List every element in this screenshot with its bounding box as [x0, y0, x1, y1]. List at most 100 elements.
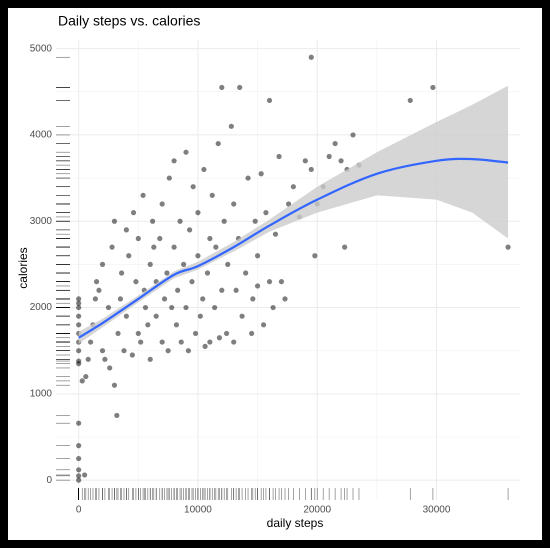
point — [308, 166, 314, 173]
point — [115, 330, 121, 337]
point — [245, 175, 251, 181]
y-axis-title: calories — [16, 247, 30, 288]
point — [260, 322, 267, 328]
point — [175, 287, 181, 293]
point — [92, 296, 98, 302]
point — [266, 279, 273, 285]
point — [164, 270, 170, 276]
point — [282, 296, 288, 302]
point — [76, 473, 82, 479]
point — [140, 192, 146, 198]
point — [142, 304, 149, 311]
point — [109, 244, 115, 250]
point — [197, 313, 203, 319]
point — [123, 227, 129, 233]
point — [117, 296, 124, 302]
point — [99, 261, 106, 267]
point — [76, 455, 82, 462]
point — [219, 287, 225, 293]
point — [114, 412, 120, 419]
point — [231, 201, 237, 207]
point — [326, 153, 332, 160]
point — [76, 296, 82, 302]
point — [209, 192, 215, 198]
point — [87, 339, 94, 345]
point — [239, 313, 245, 319]
confidence-band — [78, 85, 509, 344]
point — [290, 184, 296, 190]
point — [202, 343, 208, 349]
point — [76, 420, 82, 426]
point — [237, 84, 243, 91]
point — [111, 382, 118, 388]
point — [96, 287, 102, 293]
point — [82, 472, 88, 478]
point — [185, 348, 192, 354]
point — [231, 339, 237, 345]
point — [171, 158, 177, 164]
point — [186, 227, 193, 233]
point — [135, 330, 141, 337]
point — [233, 287, 239, 293]
point — [76, 467, 82, 473]
point — [102, 356, 108, 362]
point — [76, 361, 82, 367]
point — [138, 339, 144, 345]
point — [505, 244, 511, 250]
point — [181, 261, 187, 267]
point — [190, 184, 196, 190]
y-tick-label: 3000 — [30, 216, 53, 227]
point — [201, 166, 207, 173]
point — [223, 330, 230, 337]
x-tick-label: 20000 — [303, 505, 331, 516]
point — [215, 140, 221, 147]
point — [76, 348, 82, 354]
point — [407, 97, 413, 104]
point — [249, 330, 255, 337]
background — [8, 8, 542, 540]
point — [178, 339, 184, 345]
point — [93, 279, 100, 285]
point — [173, 322, 180, 328]
point — [121, 348, 127, 354]
point — [254, 283, 261, 289]
point — [76, 477, 82, 483]
point — [119, 270, 125, 276]
point — [166, 175, 172, 181]
point — [216, 335, 223, 341]
point — [263, 210, 269, 216]
point — [150, 218, 156, 224]
point — [342, 244, 348, 250]
y-tick-label: 5000 — [30, 43, 53, 54]
smooth-line — [78, 157, 509, 339]
point — [105, 304, 112, 311]
point — [171, 244, 177, 250]
point — [204, 270, 211, 276]
point — [272, 231, 279, 237]
chart-title: Daily steps vs. calories — [58, 13, 200, 29]
point — [135, 235, 141, 242]
point — [200, 296, 206, 302]
point — [76, 300, 82, 306]
point — [219, 84, 225, 91]
point — [159, 339, 165, 345]
point — [107, 365, 113, 371]
point — [157, 235, 163, 242]
point — [207, 235, 213, 242]
point — [153, 313, 159, 319]
point — [79, 378, 85, 384]
point — [85, 356, 91, 362]
x-axis-title: daily steps — [267, 516, 324, 530]
point — [243, 270, 249, 276]
point — [207, 339, 213, 345]
x-tick-label: 10000 — [184, 505, 212, 516]
point — [258, 171, 264, 177]
point — [276, 153, 282, 160]
point — [111, 218, 118, 224]
point — [76, 443, 82, 449]
point — [308, 54, 314, 60]
point — [312, 253, 318, 259]
point — [430, 84, 436, 91]
point — [212, 304, 218, 311]
